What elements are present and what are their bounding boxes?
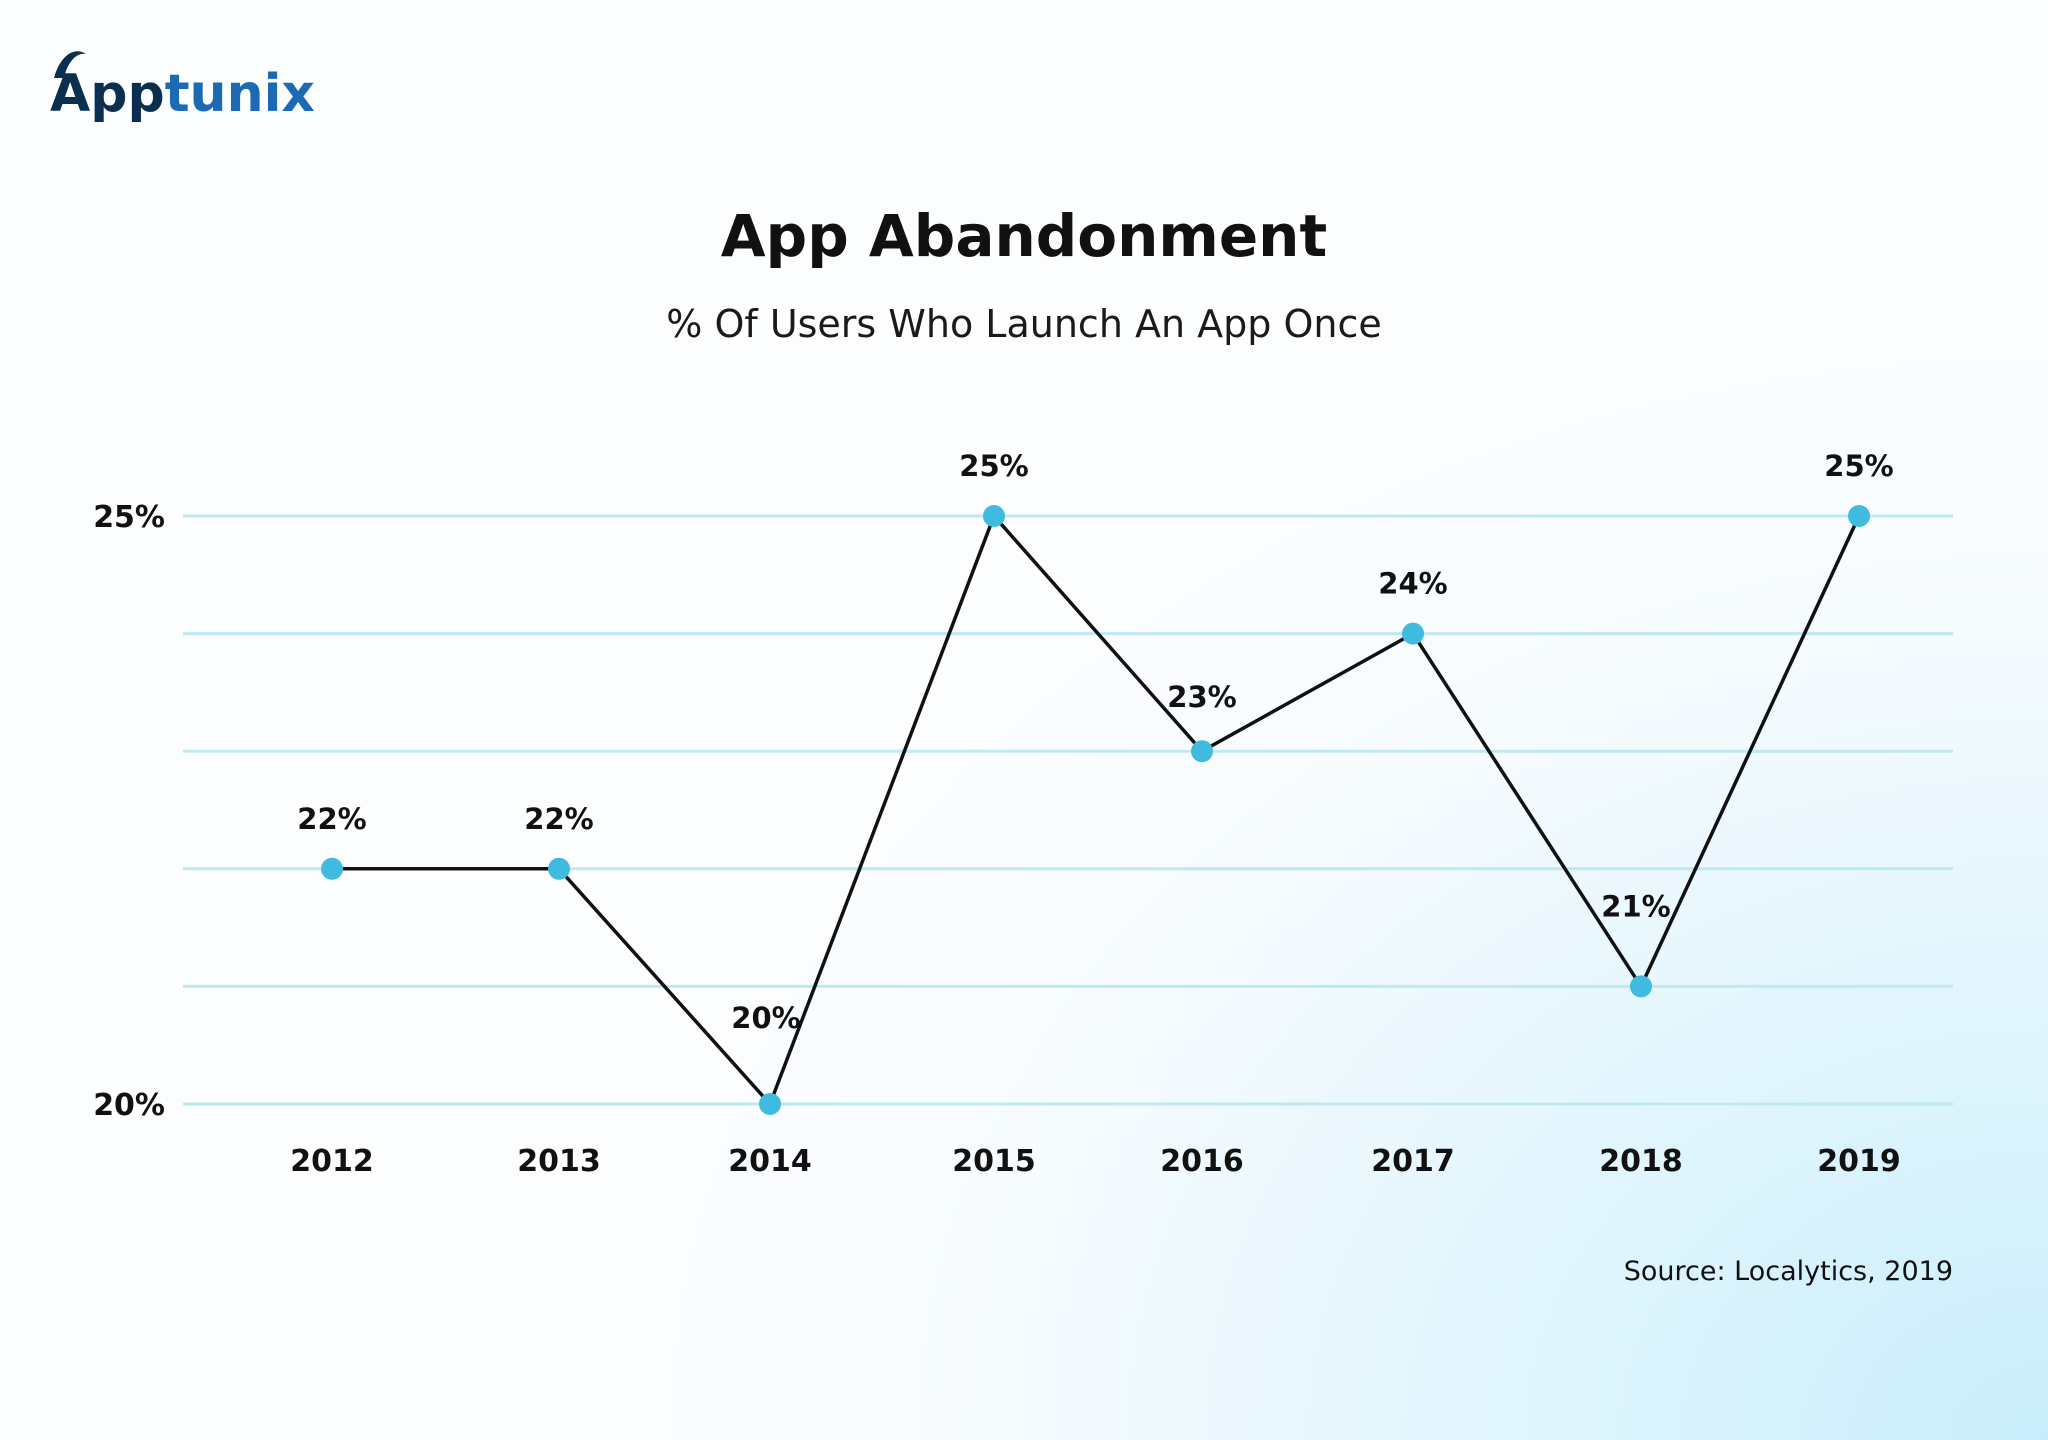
data-label: 21% — [1601, 889, 1670, 923]
chart-subtitle: % Of Users Who Launch An App Once — [666, 302, 1382, 346]
series-line-path — [332, 512, 1861, 1108]
x-tick-label: 2016 — [1160, 1144, 1244, 1179]
data-point — [1191, 740, 1213, 763]
x-tick-label: 2017 — [1371, 1144, 1455, 1179]
y-tick-label: 20% — [93, 1088, 165, 1123]
x-tick-label: 2012 — [290, 1144, 374, 1179]
x-tick-label: 2018 — [1599, 1144, 1683, 1179]
x-tick-label: 2014 — [728, 1144, 812, 1179]
data-points — [321, 505, 1870, 1115]
source-note: Source: Localytics, 2019 — [1623, 1256, 1953, 1287]
logo-text-app: App — [50, 64, 165, 124]
x-tick-label: 2013 — [517, 1144, 601, 1179]
chart-title: App Abandonment — [720, 202, 1328, 270]
data-label: 25% — [1824, 449, 1893, 483]
data-point — [1848, 505, 1870, 527]
grid-lines — [183, 514, 1953, 1106]
data-label: 25% — [959, 449, 1028, 483]
data-point — [548, 857, 570, 880]
data-label: 23% — [1167, 680, 1236, 714]
data-label: 22% — [297, 802, 366, 836]
logo-text-tunix: tunix — [164, 64, 315, 124]
y-tick-label: 25% — [93, 500, 165, 535]
series-line — [332, 512, 1861, 1108]
data-point — [983, 505, 1005, 527]
data-label: 24% — [1378, 567, 1447, 601]
data-point — [759, 1093, 781, 1115]
data-labels: 22% 22% 20% 25% 23% 24% 21% 25% — [297, 449, 1893, 1035]
data-point — [321, 857, 343, 880]
x-tick-label: 2015 — [952, 1144, 1036, 1179]
data-label: 20% — [731, 1001, 800, 1035]
data-point — [1630, 975, 1652, 998]
logo-swoosh-icon — [54, 51, 86, 78]
apptunix-logo: App tunix — [50, 46, 315, 120]
data-point — [1402, 622, 1424, 645]
axis-labels: 20% 25% 2012 2013 2014 2015 2016 2017 2018 2019 — [93, 500, 1901, 1179]
data-label: 22% — [524, 802, 593, 836]
x-tick-label: 2019 — [1817, 1144, 1901, 1179]
